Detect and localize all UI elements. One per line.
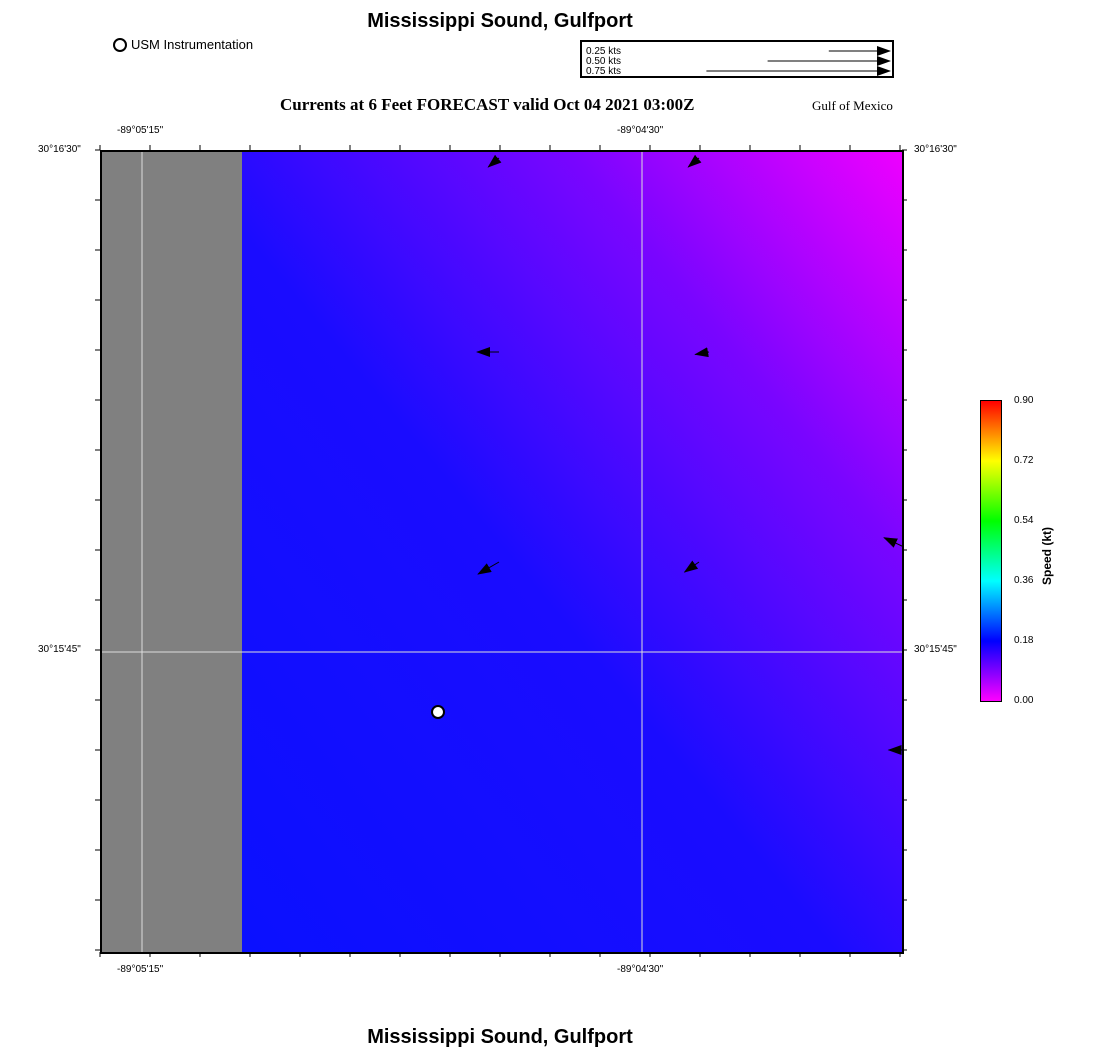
colorbar-tick: 0.36 (1014, 575, 1034, 586)
current-vector-2 (687, 154, 702, 168)
current-vector-1 (487, 154, 502, 168)
map-canvas[interactable] (100, 150, 904, 954)
map-footer-title: Mississippi Sound, Gulfport (367, 1026, 633, 1048)
lat-label-right-1: 30°16'30" (914, 144, 957, 155)
graticule (102, 152, 902, 952)
current-vectors (476, 154, 902, 755)
region-label: Gulf of Mexico (812, 98, 893, 113)
scale-label-3: 0.75 kts (586, 66, 621, 76)
colorbar-tick: 0.18 (1014, 635, 1034, 646)
colorbar-tick: 0.90 (1014, 395, 1034, 406)
current-vector-4 (694, 347, 710, 358)
lon-label-bottom-1: -89°05'15" (117, 964, 164, 975)
lon-label-top-2: -89°04'30" (617, 125, 664, 136)
forecast-subtitle: Currents at 6 Feet FORECAST valid Oct 04… (280, 95, 695, 114)
lat-label-right-2: 30°15'45" (914, 644, 957, 655)
current-vector-6 (683, 560, 700, 573)
legend-instrumentation-label: USM Instrumentation (131, 37, 254, 52)
instrument-marker-icon (113, 37, 127, 52)
frame-ticks (95, 145, 907, 957)
map-title: Mississippi Sound, Gulfport (367, 10, 633, 32)
map-svg (102, 152, 902, 952)
speed-scale-arrows: 0.25 kts 0.50 kts 0.75 kts (586, 46, 891, 76)
lat-label-left-1: 30°16'30" (38, 144, 81, 155)
colorbar-label: Speed (kt) (1040, 526, 1054, 585)
lat-label-left-2: 30°15'45" (38, 644, 81, 655)
current-vector-5 (477, 561, 500, 575)
scale-label-1: 0.25 kts (586, 46, 621, 57)
colorbar-tick: 0.00 (1014, 695, 1034, 706)
speed-scale: 0.25 kts 0.50 kts 0.75 kts (580, 40, 894, 78)
lon-label-top-1: -89°05'15" (117, 125, 164, 136)
legend-instrumentation: USM Instrumentation (113, 37, 253, 52)
current-vector-7 (883, 537, 902, 548)
scale-label-2: 0.50 kts (586, 56, 621, 67)
water-area (242, 152, 902, 952)
land-area (102, 152, 242, 952)
speed-colorbar (980, 400, 1002, 702)
colorbar-tick: 0.54 (1014, 515, 1034, 526)
colorbar-tick: 0.72 (1014, 455, 1034, 466)
usm-instrument-marker[interactable] (431, 705, 445, 719)
lon-label-bottom-2: -89°04'30" (617, 964, 664, 975)
